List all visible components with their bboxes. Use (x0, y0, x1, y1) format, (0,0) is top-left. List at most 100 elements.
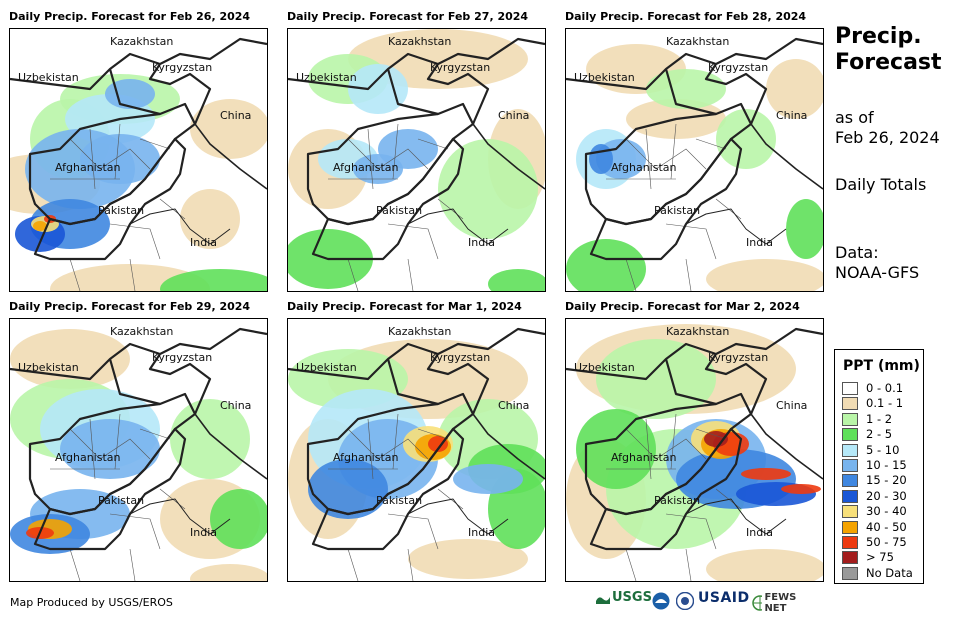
precip-area (741, 468, 791, 480)
kyrgyzstan-label: Kyrgyzstan (152, 351, 212, 364)
heading-line-1: Precip. (835, 24, 922, 49)
precip-area (716, 109, 776, 169)
admin-boundaries (328, 123, 464, 291)
precip-shading (288, 339, 545, 579)
precip-area (190, 564, 267, 581)
legend-swatch (842, 412, 858, 426)
admin-line (69, 428, 151, 460)
pakistan-border (33, 427, 187, 551)
legend-swatch (842, 551, 858, 565)
india-label: India (468, 236, 495, 249)
china-label: China (498, 109, 529, 122)
admin-line (69, 258, 81, 291)
legend-item: 50 - 75 (842, 535, 907, 549)
country-labels: Kazakhstan Uzbekistan Kyrgyzstan China Afgha… (574, 35, 807, 249)
china-border (750, 413, 823, 480)
india-border (407, 208, 509, 245)
precip-shading (566, 44, 823, 291)
admin-line (347, 258, 359, 291)
legend-swatch (842, 428, 858, 442)
country-labels: Kazakhstan Uzbekistan Kyrgyzstan China Afgha… (296, 35, 529, 249)
legend-label: 0 - 0.1 (866, 381, 904, 395)
legend-title: PPT (mm) (843, 358, 920, 374)
country-labels: Kazakhstan Uzbekistan Kyrgyzstan China Afgha… (18, 35, 251, 249)
noaa-seal-icon (652, 592, 670, 610)
legend-item: 1 - 2 (842, 412, 892, 426)
precip-area (566, 239, 646, 291)
fewsnet-logo: FEWS NET (752, 592, 802, 614)
precip-shading (10, 329, 267, 581)
kyrgyzstan-label: Kyrgyzstan (430, 61, 490, 74)
doc-seal-logo (676, 592, 694, 610)
kyrgyzstan-label: Kyrgyzstan (152, 61, 212, 74)
china-border (194, 413, 267, 480)
precip-area (786, 199, 823, 259)
precip-area (348, 64, 408, 114)
admin-line (69, 138, 151, 170)
uzbekistan-label: Uzbekistan (574, 71, 635, 84)
legend-label: 30 - 40 (866, 504, 907, 519)
kazakhstan-label: Kazakhstan (388, 35, 451, 48)
india-label: India (468, 526, 495, 539)
precip-area (706, 549, 823, 581)
central-asia-border (288, 327, 545, 415)
india-label: India (746, 236, 773, 249)
legend-item: 40 - 50 (842, 520, 907, 534)
legend-swatch (842, 474, 858, 488)
admin-line (625, 258, 637, 291)
precip-area (210, 489, 267, 549)
pakistan-label: Pakistan (376, 494, 422, 507)
legend-swatch (842, 566, 858, 580)
india-border (685, 208, 787, 245)
as-of-value: Feb 26, 2024 (835, 128, 940, 147)
admin-line (392, 123, 399, 180)
admin-line (109, 513, 161, 550)
pakistan-border (311, 137, 465, 261)
kazakhstan-label: Kazakhstan (388, 325, 451, 338)
admin-line (114, 413, 121, 470)
data-source-value: NOAA-GFS (835, 263, 920, 282)
central-asia-border (10, 37, 267, 125)
usgs-wave-icon (596, 596, 610, 604)
uzbekistan-label: Uzbekistan (18, 71, 79, 84)
uzbekistan-label: Uzbekistan (574, 361, 635, 374)
admin-line (665, 223, 717, 260)
admin-line (109, 223, 161, 260)
as-of-label: as of (835, 108, 874, 127)
pakistan-label: Pakistan (98, 494, 144, 507)
legend-swatch (842, 382, 858, 395)
forecast-panel-feb28: Daily Precip. Forecast for Feb 28, 2024 … (565, 10, 824, 292)
india-label: India (190, 236, 217, 249)
admin-line (347, 548, 359, 581)
admin-line (670, 413, 677, 470)
map-credit: Map Produced by USGS/EROS (10, 596, 173, 609)
legend-label: 15 - 20 (866, 473, 907, 488)
legend-label: 50 - 75 (866, 535, 907, 549)
legend-item: 30 - 40 (842, 504, 907, 519)
legend-item: > 75 (842, 550, 894, 565)
pakistan-label: Pakistan (376, 204, 422, 217)
precip-area (180, 189, 240, 249)
legend-label: 40 - 50 (866, 519, 907, 534)
usaid-logo: USAID (698, 590, 750, 606)
uzbekistan-label: Uzbekistan (18, 361, 79, 374)
admin-boundaries (328, 413, 464, 581)
usgs-logo: USGS (596, 590, 652, 605)
china-label: China (776, 109, 807, 122)
central-asia-border (10, 327, 267, 415)
precip-map: Kazakhstan Uzbekistan Kyrgyzstan China Afgha… (9, 28, 268, 292)
legend-swatch (842, 397, 858, 411)
china-border (194, 123, 267, 190)
legend-label: 20 - 30 (866, 488, 907, 503)
afghanistan-label: Afghanistan (611, 451, 677, 464)
data-source: Data: NOAA-GFS (835, 243, 919, 283)
admin-line (625, 428, 707, 460)
panel-title: Daily Precip. Forecast for Feb 29, 2024 (9, 300, 251, 313)
admin-line (645, 128, 652, 190)
country-borders (288, 37, 545, 261)
china-label: China (776, 399, 807, 412)
kazakhstan-label: Kazakhstan (666, 35, 729, 48)
legend-label: No Data (866, 565, 913, 580)
pakistan-label: Pakistan (654, 204, 700, 217)
